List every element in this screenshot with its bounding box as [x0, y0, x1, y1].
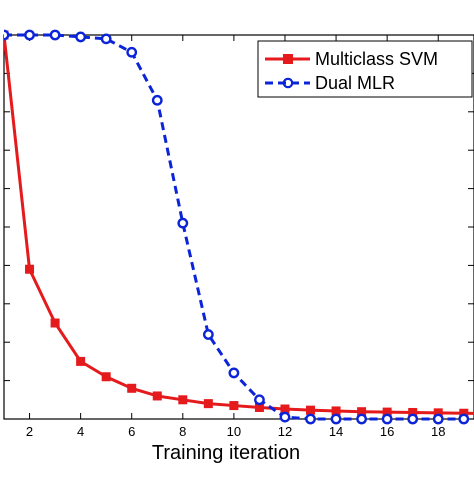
data-point — [432, 413, 444, 425]
data-point — [76, 356, 86, 366]
data-point — [126, 46, 138, 58]
data-point — [127, 383, 137, 393]
x-tick-label: 6 — [128, 424, 135, 439]
x-tick-label: 12 — [278, 424, 292, 439]
data-point — [357, 407, 367, 417]
data-point — [254, 394, 265, 406]
data-point — [24, 29, 35, 41]
legend-label-mlr: Dual MLR — [315, 73, 395, 93]
x-tick-label: 4 — [77, 424, 84, 439]
data-point — [151, 94, 163, 106]
data-point — [50, 318, 60, 328]
legend: Multiclass SVM Dual MLR — [257, 40, 473, 98]
data-point — [178, 395, 188, 405]
data-point — [331, 406, 341, 416]
y-axis-ticks — [4, 72, 474, 382]
data-point — [25, 264, 35, 274]
data-point — [458, 413, 470, 425]
series-dual-mlr — [4, 29, 470, 425]
data-point — [202, 329, 214, 340]
data-point — [279, 411, 291, 423]
data-point — [100, 33, 112, 45]
x-tick-label: 2 — [26, 424, 33, 439]
data-point — [229, 401, 239, 411]
legend-marker-svm — [283, 54, 293, 64]
legend-marker-mlr — [282, 77, 294, 89]
data-point — [254, 402, 264, 412]
legend-box — [257, 40, 473, 98]
data-point — [203, 399, 213, 409]
series-layer — [4, 29, 474, 425]
data-point — [330, 413, 342, 425]
data-point — [356, 413, 368, 425]
x-tick-label: 14 — [329, 424, 343, 439]
data-point — [306, 405, 316, 415]
legend-label-svm: Multiclass SVM — [315, 49, 438, 69]
data-point — [4, 29, 10, 41]
data-point — [75, 31, 87, 43]
data-point — [382, 407, 392, 417]
data-point — [49, 29, 61, 41]
data-point — [433, 408, 443, 418]
data-point — [459, 408, 469, 418]
x-tick-label: 16 — [380, 424, 394, 439]
data-point — [177, 217, 189, 229]
x-axis-title: Training iteration — [152, 442, 300, 464]
data-point — [407, 413, 419, 425]
data-point — [101, 372, 111, 382]
data-point — [408, 407, 418, 417]
data-point — [152, 391, 162, 401]
data-point — [280, 404, 290, 414]
series-multiclass-svm — [4, 30, 474, 418]
x-tick-label: 10 — [227, 424, 241, 439]
data-point — [228, 367, 240, 379]
data-point — [305, 413, 316, 425]
data-point — [381, 413, 393, 425]
x-tick-label: 8 — [179, 424, 186, 439]
x-tick-label: 18 — [431, 424, 445, 439]
